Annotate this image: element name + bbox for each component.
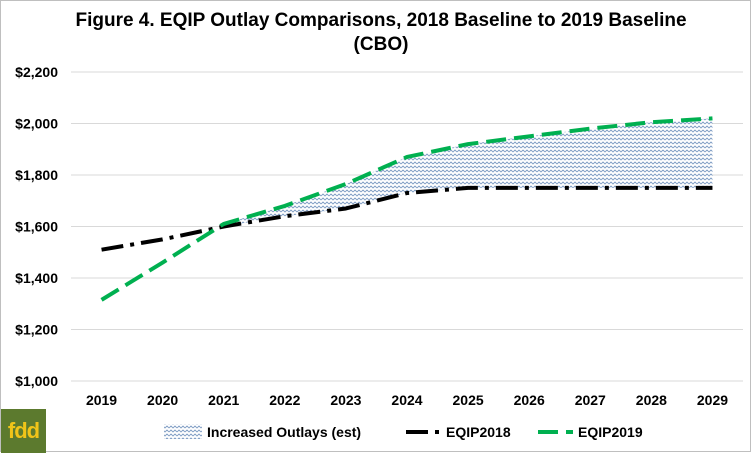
x-tick-label: 2026 (514, 392, 545, 408)
legend: Increased Outlays (est) EQIP2018 EQIP2019 (164, 424, 643, 440)
y-tick-label: $1,800 (15, 167, 58, 183)
y-tick-label: $1,600 (15, 219, 58, 235)
x-tick-label: 2019 (86, 392, 117, 408)
series-line-eqip2018 (101, 185, 713, 252)
series-line-eqip2019 (100, 116, 713, 302)
x-tick-label: 2024 (391, 392, 422, 408)
x-tick-label: 2029 (697, 392, 728, 408)
x-tick-label: 2022 (269, 392, 300, 408)
x-tick-label: 2020 (147, 392, 178, 408)
chart-title: Figure 4. EQIP Outlay Comparisons, 2018 … (75, 10, 687, 55)
legend-label-eqip2019: EQIP2019 (578, 424, 643, 440)
fdd-logo: fdd (1, 409, 46, 453)
x-tick-label: 2028 (636, 392, 667, 408)
increased-outlays-area (223, 118, 713, 227)
legend-label-area: Increased Outlays (est) (207, 424, 361, 440)
gridlines (71, 71, 743, 382)
legend-swatch-area (164, 424, 202, 439)
y-tick-label: $1,200 (15, 322, 58, 338)
y-tick-label: $2,000 (15, 116, 58, 132)
x-tick-label: 2023 (330, 392, 361, 408)
y-axis-ticks: $1,000 $1,200 $1,400 $1,600 $1,800 $2,000 $2,2… (15, 64, 58, 389)
y-tick-label: $1,400 (15, 270, 58, 286)
logo-text: fdd (7, 418, 40, 443)
x-tick-label: 2025 (453, 392, 484, 408)
x-tick-label: 2021 (208, 392, 239, 408)
series-lines (100, 116, 713, 302)
y-tick-label: $1,000 (15, 373, 58, 389)
y-tick-label: $2,200 (15, 64, 58, 80)
x-tick-label: 2027 (575, 392, 606, 408)
legend-label-eqip2018: EQIP2018 (446, 424, 511, 440)
increased-outlays-fill (223, 118, 713, 227)
x-axis-ticks: 2019 2020 2021 2022 2023 2024 2025 2026 2027 2028… (86, 392, 728, 408)
